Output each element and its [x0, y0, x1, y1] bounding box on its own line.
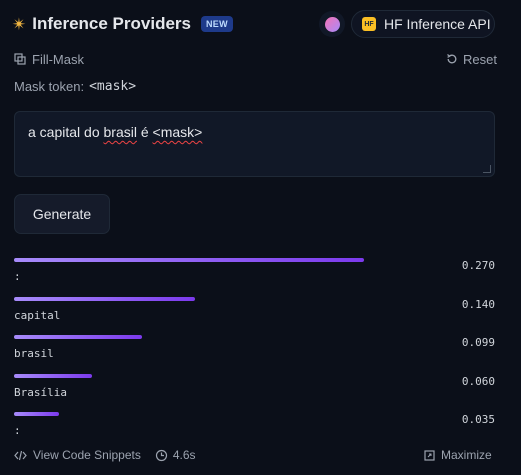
task-type: Fill-Mask [14, 50, 84, 68]
result-token: : [14, 424, 21, 437]
provider-avatar-button[interactable] [319, 11, 345, 37]
code-icon [14, 450, 27, 460]
result-token: Brasília [14, 386, 67, 399]
clock-icon [155, 449, 167, 461]
provider-select[interactable]: HF HF Inference API [351, 10, 495, 38]
score-bar [14, 335, 142, 339]
result-score: 0.270 [461, 259, 495, 272]
hf-logo-icon: HF [362, 17, 376, 31]
result-token: : [14, 270, 21, 283]
provider-label: HF Inference API [384, 16, 491, 32]
result-token: brasil [14, 347, 54, 360]
maximize-icon [424, 449, 435, 461]
result-score: 0.140 [461, 298, 495, 311]
result-score: 0.035 [461, 413, 495, 426]
maximize-label: Maximize [441, 448, 492, 462]
timing-info: 4.6s [155, 448, 196, 462]
result-score: 0.099 [461, 336, 495, 349]
result-score: 0.060 [461, 375, 495, 388]
input-textarea[interactable]: a capital do brasil é <mask> [14, 111, 495, 177]
input-mask-token: <mask> [152, 124, 203, 140]
input-text-misspelled: brasil [103, 124, 137, 140]
score-bar [14, 412, 59, 416]
input-text-part: a capital do [28, 124, 104, 140]
reset-icon [447, 54, 457, 64]
result-token: capital [14, 309, 61, 322]
mask-token-info: Mask token: <mask> [14, 79, 136, 94]
view-code-snippets-link[interactable]: View Code Snippets [33, 448, 141, 462]
provider-avatar-icon [324, 16, 340, 32]
result-row: capital 0.140 [14, 297, 495, 327]
score-bar [14, 374, 92, 378]
maximize-button[interactable]: Maximize [424, 447, 492, 463]
widget-title: Inference Providers [32, 14, 191, 33]
widget-header: ✴ Inference Providers NEW [12, 12, 233, 36]
result-row: : 0.035 [14, 412, 495, 442]
resize-handle[interactable] [483, 165, 491, 173]
reset-button[interactable]: Reset [446, 50, 497, 68]
new-badge: NEW [201, 16, 233, 32]
timing-value: 4.6s [172, 448, 196, 462]
generate-button[interactable]: Generate [14, 194, 110, 234]
result-row: : 0.270 [14, 258, 495, 288]
result-row: Brasília 0.060 [14, 374, 495, 404]
task-label: Fill-Mask [32, 51, 84, 67]
mask-token-value: <mask> [89, 79, 137, 94]
reset-label: Reset [463, 51, 497, 67]
score-bar [14, 258, 364, 262]
sparkle-icon: ✴ [12, 14, 27, 34]
fill-mask-icon [14, 53, 26, 65]
mask-token-label: Mask token: [14, 79, 85, 94]
footer-left: View Code Snippets 4.6s [14, 447, 196, 463]
score-bar [14, 297, 195, 301]
result-row: brasil 0.099 [14, 335, 495, 365]
input-text-part: é [136, 124, 153, 140]
